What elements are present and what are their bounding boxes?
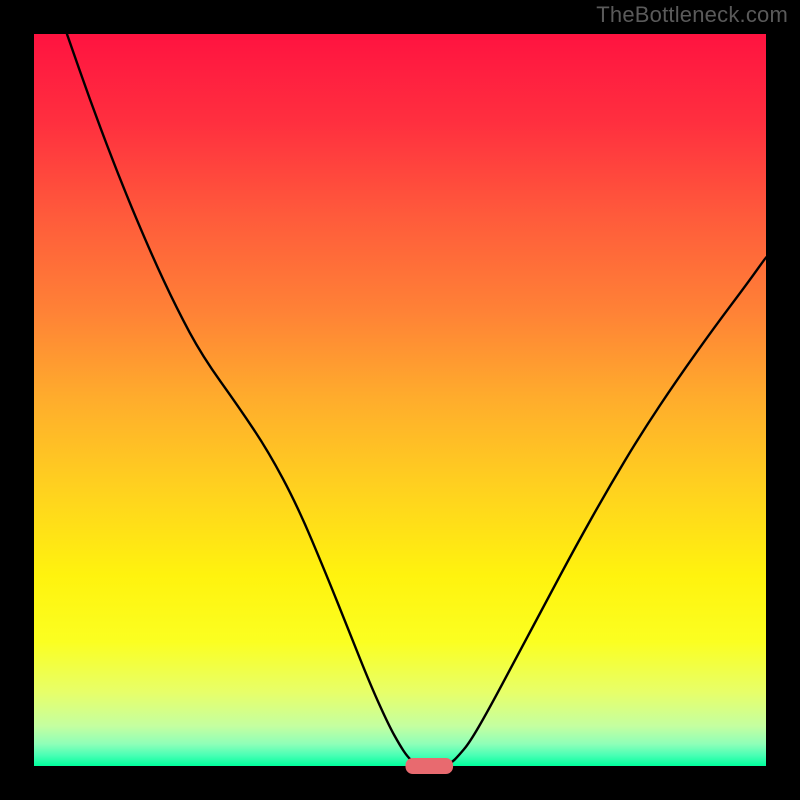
attribution-text: TheBottleneck.com xyxy=(596,2,788,28)
chart-frame: TheBottleneck.com xyxy=(0,0,800,800)
optimal-marker xyxy=(405,758,453,774)
chart-background xyxy=(34,34,766,766)
bottleneck-chart xyxy=(0,0,800,800)
